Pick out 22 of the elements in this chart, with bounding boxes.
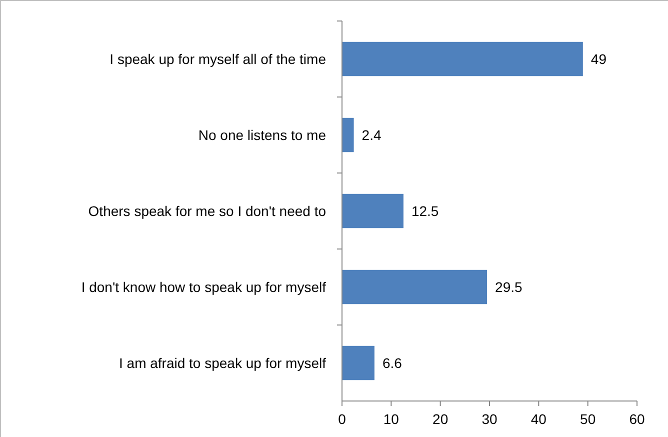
x-tick-label: 0 — [338, 410, 346, 427]
bar — [342, 42, 583, 76]
bar — [342, 270, 488, 304]
x-tick-label: 10 — [383, 410, 400, 427]
x-tick-label: 50 — [580, 410, 596, 427]
x-tick-label: 40 — [530, 410, 547, 427]
data-label: 2.4 — [362, 126, 382, 143]
x-tick-label: 60 — [629, 410, 645, 427]
x-tick-label: 20 — [432, 410, 448, 427]
y-tick-label: I am afraid to speak up for myself — [119, 354, 326, 371]
y-tick-label: I speak up for myself all of the time — [110, 50, 326, 67]
y-tick-label: Others speak for me so I don't need to — [88, 202, 326, 219]
bar — [342, 118, 354, 152]
data-label: 6.6 — [382, 354, 402, 371]
x-tick-label: 30 — [482, 410, 498, 427]
data-label: 29.5 — [495, 278, 523, 295]
data-label: 12.5 — [411, 202, 439, 219]
bar — [342, 194, 404, 228]
y-tick-label: I don't know how to speak up for myself — [81, 278, 326, 295]
data-label: 49 — [590, 50, 607, 67]
bar — [342, 346, 374, 380]
y-tick-label: No one listens to me — [198, 126, 326, 143]
